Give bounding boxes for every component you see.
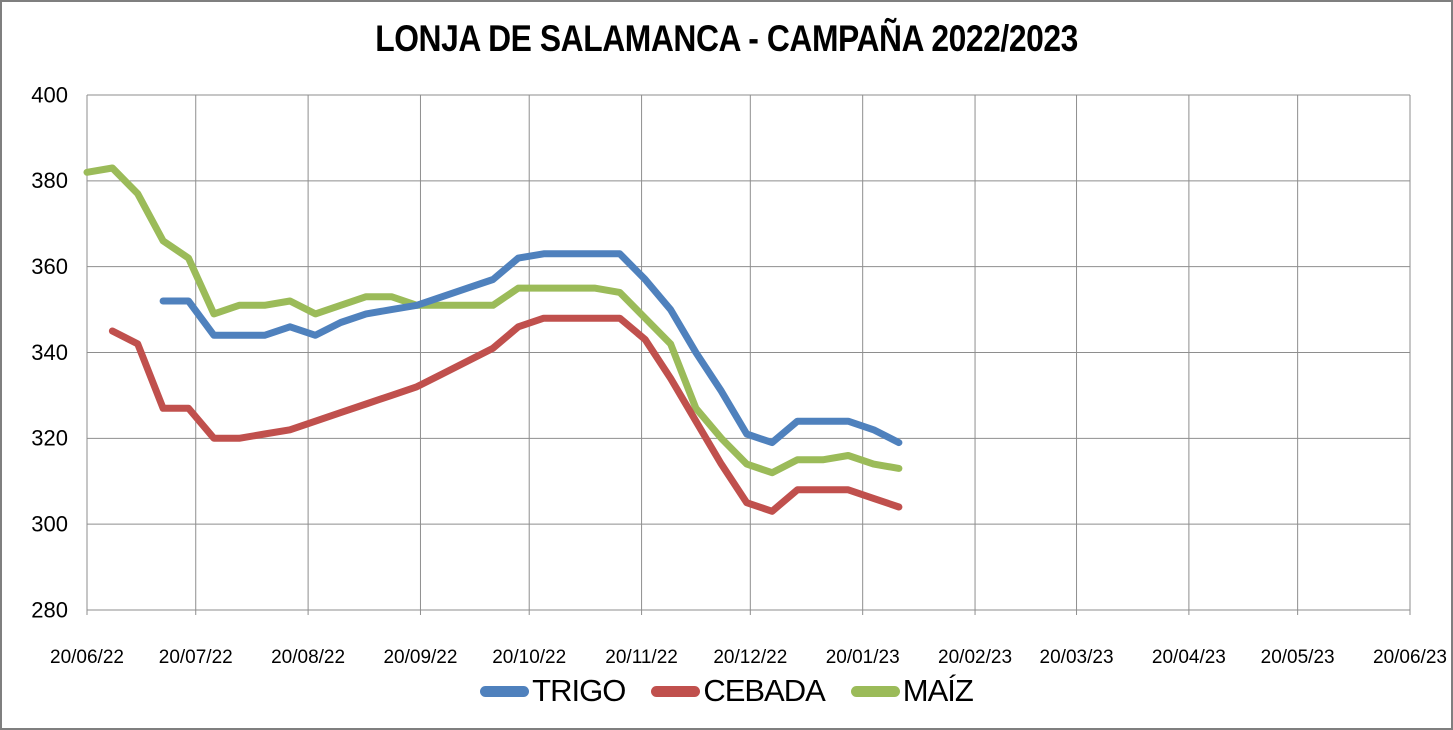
legend-label-trigo: TRIGO xyxy=(532,673,626,708)
legend-label-cebada: CEBADA xyxy=(703,673,825,708)
x-axis-tick-label: 20/03/23 xyxy=(1040,647,1114,668)
y-axis-tick-label: 320 xyxy=(31,426,68,451)
x-axis-tick-label: 20/11/22 xyxy=(605,647,678,668)
x-axis-tick-label: 20/06/22 xyxy=(50,647,124,668)
x-axis-tick-label: 20/06/23 xyxy=(1373,647,1447,668)
y-axis-tick-label: 400 xyxy=(31,82,68,107)
series-line-cebada xyxy=(108,314,903,515)
x-axis-tick-label: 20/08/22 xyxy=(271,647,345,668)
y-axis-tick-label: 340 xyxy=(31,340,68,365)
y-axis-tick-label: 280 xyxy=(31,597,68,622)
y-axis-tick-label: 380 xyxy=(31,168,68,193)
x-axis-tick-label: 20/10/22 xyxy=(492,647,566,668)
legend-item-trigo: TRIGO xyxy=(480,673,626,709)
y-axis-tick-label: 300 xyxy=(31,511,68,536)
x-axis-tick-label: 20/12/22 xyxy=(713,647,787,668)
x-axis-tick-label: 20/05/23 xyxy=(1261,647,1335,668)
chart-title-text: LONJA DE SALAMANCA - CAMPAÑA 2022/2023 xyxy=(375,18,1078,59)
x-axis-tick-label: 20/09/22 xyxy=(383,647,457,668)
legend-item-maiz: MAÍZ xyxy=(850,673,974,709)
y-axis-tick-label: 360 xyxy=(31,254,68,279)
maiz-line-swatch-icon xyxy=(850,685,900,697)
legend-item-cebada: CEBADA xyxy=(651,673,826,709)
legend: TRIGO CEBADA MAÍZ xyxy=(2,673,1451,709)
x-axis-tick-label: 20/04/23 xyxy=(1152,647,1226,668)
series-line-trigo xyxy=(159,250,903,447)
trigo-line-swatch-icon xyxy=(480,685,530,697)
legend-label-maiz: MAÍZ xyxy=(902,673,974,708)
x-axis-tick-label: 20/02/23 xyxy=(938,647,1012,668)
x-axis-tick-label: 20/07/22 xyxy=(159,647,233,668)
cebada-line-swatch-icon xyxy=(651,685,701,697)
x-axis-tick-label: 20/01/23 xyxy=(826,647,900,668)
chart-title: LONJA DE SALAMANCA - CAMPAÑA 2022/2023 xyxy=(2,18,1451,60)
series-line-maiz xyxy=(83,164,903,477)
